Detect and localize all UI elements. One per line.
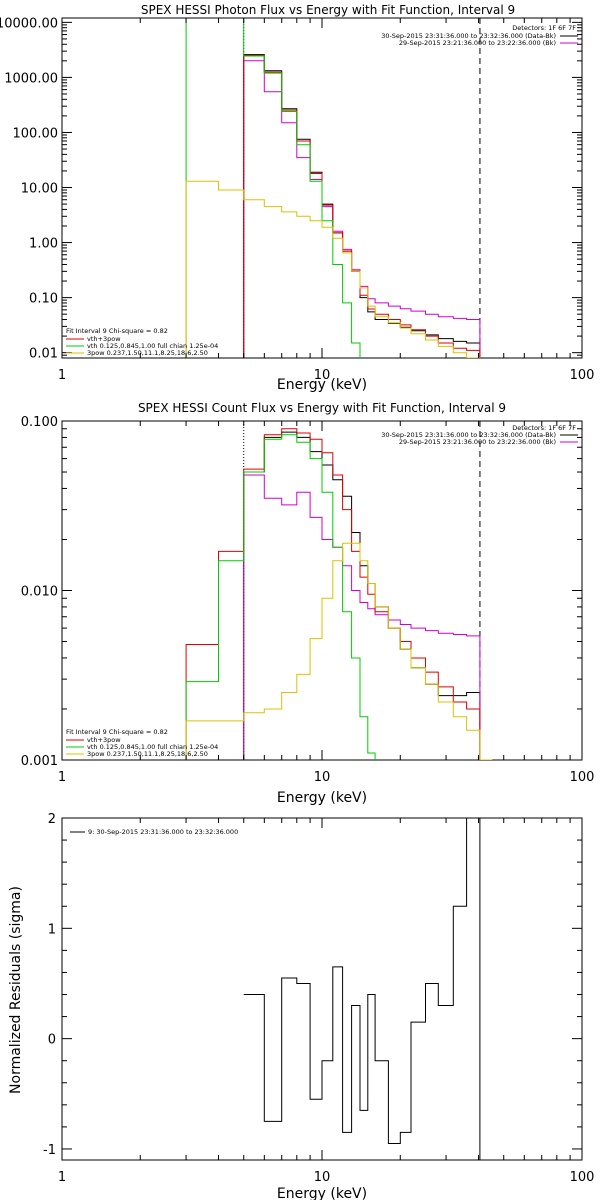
count-legend-top: Detectors: 1F 6F 7F 30-Sep-2015 23:31:36…	[381, 424, 578, 446]
y-tick-label: -1	[43, 1143, 56, 1158]
series-4-3pow-0-237-1-50-11-1-8-2	[185, 542, 493, 760]
count-legend-data-interval: 30-Sep-2015 23:31:36.000 to 23:32:36.000…	[381, 431, 556, 439]
series-0-000000	[243, 431, 481, 760]
count-legend-vth: vth 0.125,0.845,1.00 full chian 1.25e-04	[87, 743, 218, 751]
x-tick-label: 100	[570, 368, 595, 383]
series-0-000000	[243, 818, 481, 1160]
y-tick-label: 1.00	[29, 237, 58, 252]
photon-legend-top: Detectors: 1F 6F 7F 30-Sep-2015 23:31:36…	[381, 24, 578, 47]
x-tick-label: 1	[58, 1170, 66, 1185]
photon-legend-vth: vth 0.125,0.845,1.00 full chian 1.25e-04	[87, 342, 218, 350]
x-tick-label: 10	[314, 1170, 331, 1185]
series-0-000000	[243, 54, 481, 358]
count-legend-bk-interval: 29-Sep-2015 23:21:36.000 to 23:22:36.000…	[399, 438, 556, 446]
photon-series-layer	[185, 18, 481, 358]
x-tick-label: 10	[314, 368, 331, 383]
residuals-series-layer	[243, 818, 481, 1160]
series-group	[243, 818, 481, 1160]
residuals-x-axis-label: Energy (keV)	[277, 1186, 367, 1200]
count-flux-panel: SPEX HESSI Count Flux vs Energy with Fit…	[21, 401, 595, 806]
series-3-vth-0-125-0-845-1-00-ful	[185, 18, 361, 358]
y-tick-label: 0.01	[29, 347, 58, 362]
y-tick-label: 10000.00	[0, 16, 58, 31]
count-x-axis-label: Energy (keV)	[277, 790, 367, 806]
residuals-plot-frame	[61, 817, 583, 1161]
count-legend-detectors: Detectors: 1F 6F 7F	[512, 424, 576, 432]
series-2-vth-3pow	[243, 55, 481, 358]
photon-legend-fit-interval: Fit Interval 9 Chi-square = 0.82	[66, 327, 168, 335]
y-tick-label: 0.10	[29, 292, 58, 307]
photon-flux-panel: SPEX HESSI Photon Flux vs Energy with Fi…	[0, 3, 594, 393]
series-2-vth-3pow	[185, 428, 481, 760]
y-tick-label: 1000.00	[4, 71, 58, 86]
photon-legend-detectors: Detectors: 1F 6F 7F	[512, 24, 576, 32]
count-legend-bottom: Fit Interval 9 Chi-square = 0.82 vth+3po…	[66, 728, 218, 758]
y-tick-label: 0.100	[21, 415, 58, 430]
count-legend-3pow: 3pow 0.237,1.50,11.1,8.25,18.6,2.50	[87, 750, 208, 758]
residuals-legend-interval: 9: 30-Sep-2015 23:31:36.000 to 23:32:36.…	[88, 828, 238, 836]
count-panel-title: SPEX HESSI Count Flux vs Energy with Fit…	[138, 401, 506, 415]
residuals-y-axis-label: Normalized Residuals (sigma)	[8, 886, 24, 1094]
x-tick-label: 1	[58, 368, 66, 383]
y-tick-label: 100.00	[13, 126, 59, 141]
x-tick-label: 10	[314, 770, 331, 785]
y-tick-label: 0.001	[21, 754, 58, 769]
x-tick-label: 100	[570, 770, 595, 785]
photon-panel-title: SPEX HESSI Photon Flux vs Energy with Fi…	[141, 3, 515, 17]
count-series-layer	[185, 421, 493, 760]
photon-x-axis-label: Energy (keV)	[277, 377, 367, 393]
photon-legend-3pow: 3pow 0.237,1.50,11.1,8.25,18.6,2.50	[87, 349, 208, 357]
x-tick-label: 1	[58, 770, 66, 785]
photon-legend-bk-interval: 29-Sep-2015 23:21:36.000 to 23:22:36.000…	[399, 39, 556, 47]
series-1-d000d0	[243, 474, 481, 760]
series-group	[185, 421, 493, 760]
photon-legend-data-interval: 30-Sep-2015 23:31:36.000 to 23:32:36.000…	[381, 32, 556, 40]
photon-legend-total: vth+3pow	[87, 335, 121, 343]
x-tick-label: 100	[570, 1170, 595, 1185]
y-tick-label: 1	[48, 922, 56, 937]
series-1-d000d0	[243, 60, 481, 358]
count-ticks-layer: 1 10 100 0.100 0.010 0.001	[21, 415, 595, 785]
y-tick-label: 0	[48, 1033, 56, 1048]
series-group	[185, 18, 481, 358]
count-legend-total: vth+3pow	[87, 736, 121, 744]
count-legend-fit-interval: Fit Interval 9 Chi-square = 0.82	[66, 728, 168, 736]
y-tick-label: 10.00	[21, 182, 58, 197]
series-4-3pow-0-237-1-50-11-1-8-2	[185, 180, 481, 358]
photon-legend-bottom: Fit Interval 9 Chi-square = 0.82 vth+3po…	[66, 327, 218, 357]
y-tick-label: 0.010	[21, 585, 58, 600]
photon-ticks-layer: 1 10 100 10000.00 1000.00 100.00 10.00 1.00 0.10…	[0, 16, 594, 383]
residuals-legend: 9: 30-Sep-2015 23:31:36.000 to 23:32:36.…	[70, 828, 238, 836]
y-tick-label: 2	[48, 812, 56, 827]
series-3-vth-0-125-0-845-1-00-ful	[185, 434, 376, 760]
